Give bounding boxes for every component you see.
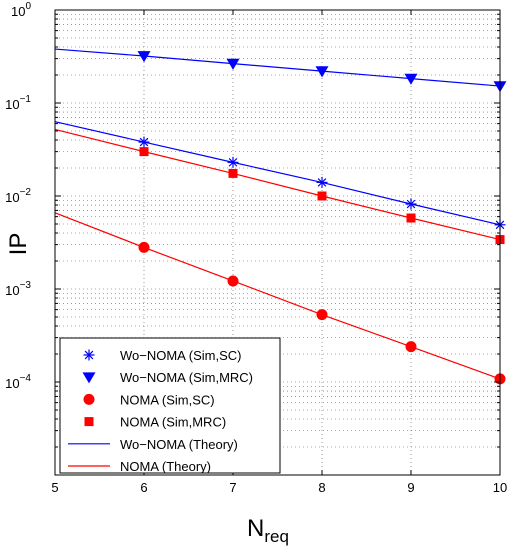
x-axis-title-subscript: req <box>264 527 289 546</box>
data-point-triangle-down <box>404 73 418 85</box>
theory-line <box>54 212 501 380</box>
y-tick-label-exponent: −2 <box>20 187 32 198</box>
x-tick-label: 10 <box>493 480 507 495</box>
y-tick-label: 100 <box>11 1 31 19</box>
legend-marker-swatch <box>82 372 96 384</box>
legend-marker-swatch <box>83 349 95 361</box>
y-tick-label-base: 10 <box>5 190 19 205</box>
data-point-square <box>228 168 238 178</box>
data-point-square <box>406 213 416 223</box>
y-tick-label: 10−3 <box>5 280 31 298</box>
plot-frame <box>54 9 501 476</box>
theory-line <box>54 48 501 87</box>
legend-entry: Wo−NOMA (Sim,SC) <box>83 348 241 363</box>
theory-line <box>54 128 501 241</box>
legend-label: Wo−NOMA (Sim,MRC) <box>120 370 253 385</box>
legend-marker-swatch <box>84 417 94 427</box>
data-point-circle <box>316 309 328 321</box>
markers <box>137 51 507 385</box>
theory-lines <box>54 48 501 380</box>
legend-label: NOMA (Theory) <box>120 459 211 474</box>
legend-entry: Wo−NOMA (Theory) <box>68 437 238 452</box>
y-axis-title: IP <box>5 233 32 256</box>
x-tick-label: 9 <box>407 480 414 495</box>
legend: Wo−NOMA (Sim,SC) Wo−NOMA (Sim,MRC) NOMA (S… <box>59 337 281 474</box>
data-point-triangle-down <box>315 66 329 78</box>
data-point-asterisk <box>316 176 328 188</box>
data-point-triangle-down <box>226 58 240 70</box>
data-point-square <box>139 147 149 157</box>
data-point-asterisk <box>405 198 417 210</box>
legend-entry: NOMA (Theory) <box>68 459 211 474</box>
y-tick-label-exponent: −4 <box>20 373 32 384</box>
legend-box <box>59 337 281 474</box>
legend-label: Wo−NOMA (Theory) <box>120 437 238 452</box>
data-point-circle <box>405 341 417 353</box>
x-tick-label: 7 <box>229 480 236 495</box>
data-point-circle <box>227 275 239 287</box>
legend-entry: Wo−NOMA (Sim,MRC) <box>82 370 253 385</box>
legend-label: NOMA (Sim,SC) <box>120 392 215 407</box>
y-tick-label-exponent: −1 <box>20 94 32 105</box>
data-point-circle <box>138 241 150 253</box>
x-axis-title: Nreq <box>247 515 289 546</box>
y-tick-label: 10−1 <box>5 94 31 112</box>
y-tick-label-base: 10 <box>5 376 19 391</box>
y-tick-label-base: 10 <box>5 283 19 298</box>
y-tick-label-base: 10 <box>11 4 25 19</box>
legend-entries: Wo−NOMA (Sim,SC) Wo−NOMA (Sim,MRC) NOMA (S… <box>68 348 253 474</box>
legend-entry: NOMA (Sim,MRC) <box>84 415 226 430</box>
y-tick-label-base: 10 <box>5 97 19 112</box>
x-tick-label: 6 <box>140 480 147 495</box>
legend-label: Wo−NOMA (Sim,SC) <box>120 348 241 363</box>
ticks <box>54 10 501 476</box>
y-tick-label: 10−2 <box>5 187 31 205</box>
x-axis-title-main: N <box>247 515 264 542</box>
x-tick-label: 8 <box>318 480 325 495</box>
data-point-square <box>317 191 327 201</box>
theory-line <box>54 121 501 226</box>
legend-marker-swatch <box>83 393 95 405</box>
legend-entry: NOMA (Sim,SC) <box>83 392 215 407</box>
y-tick-label-exponent: −3 <box>20 280 32 291</box>
y-tick-label-exponent: 0 <box>25 1 31 12</box>
y-tick-label: 10−4 <box>5 373 31 391</box>
x-tick-label: 5 <box>51 480 58 495</box>
data-point-asterisk <box>227 156 239 168</box>
data-point-asterisk <box>138 136 150 148</box>
legend-label: NOMA (Sim,MRC) <box>120 415 226 430</box>
data-point-triangle-down <box>137 51 151 63</box>
